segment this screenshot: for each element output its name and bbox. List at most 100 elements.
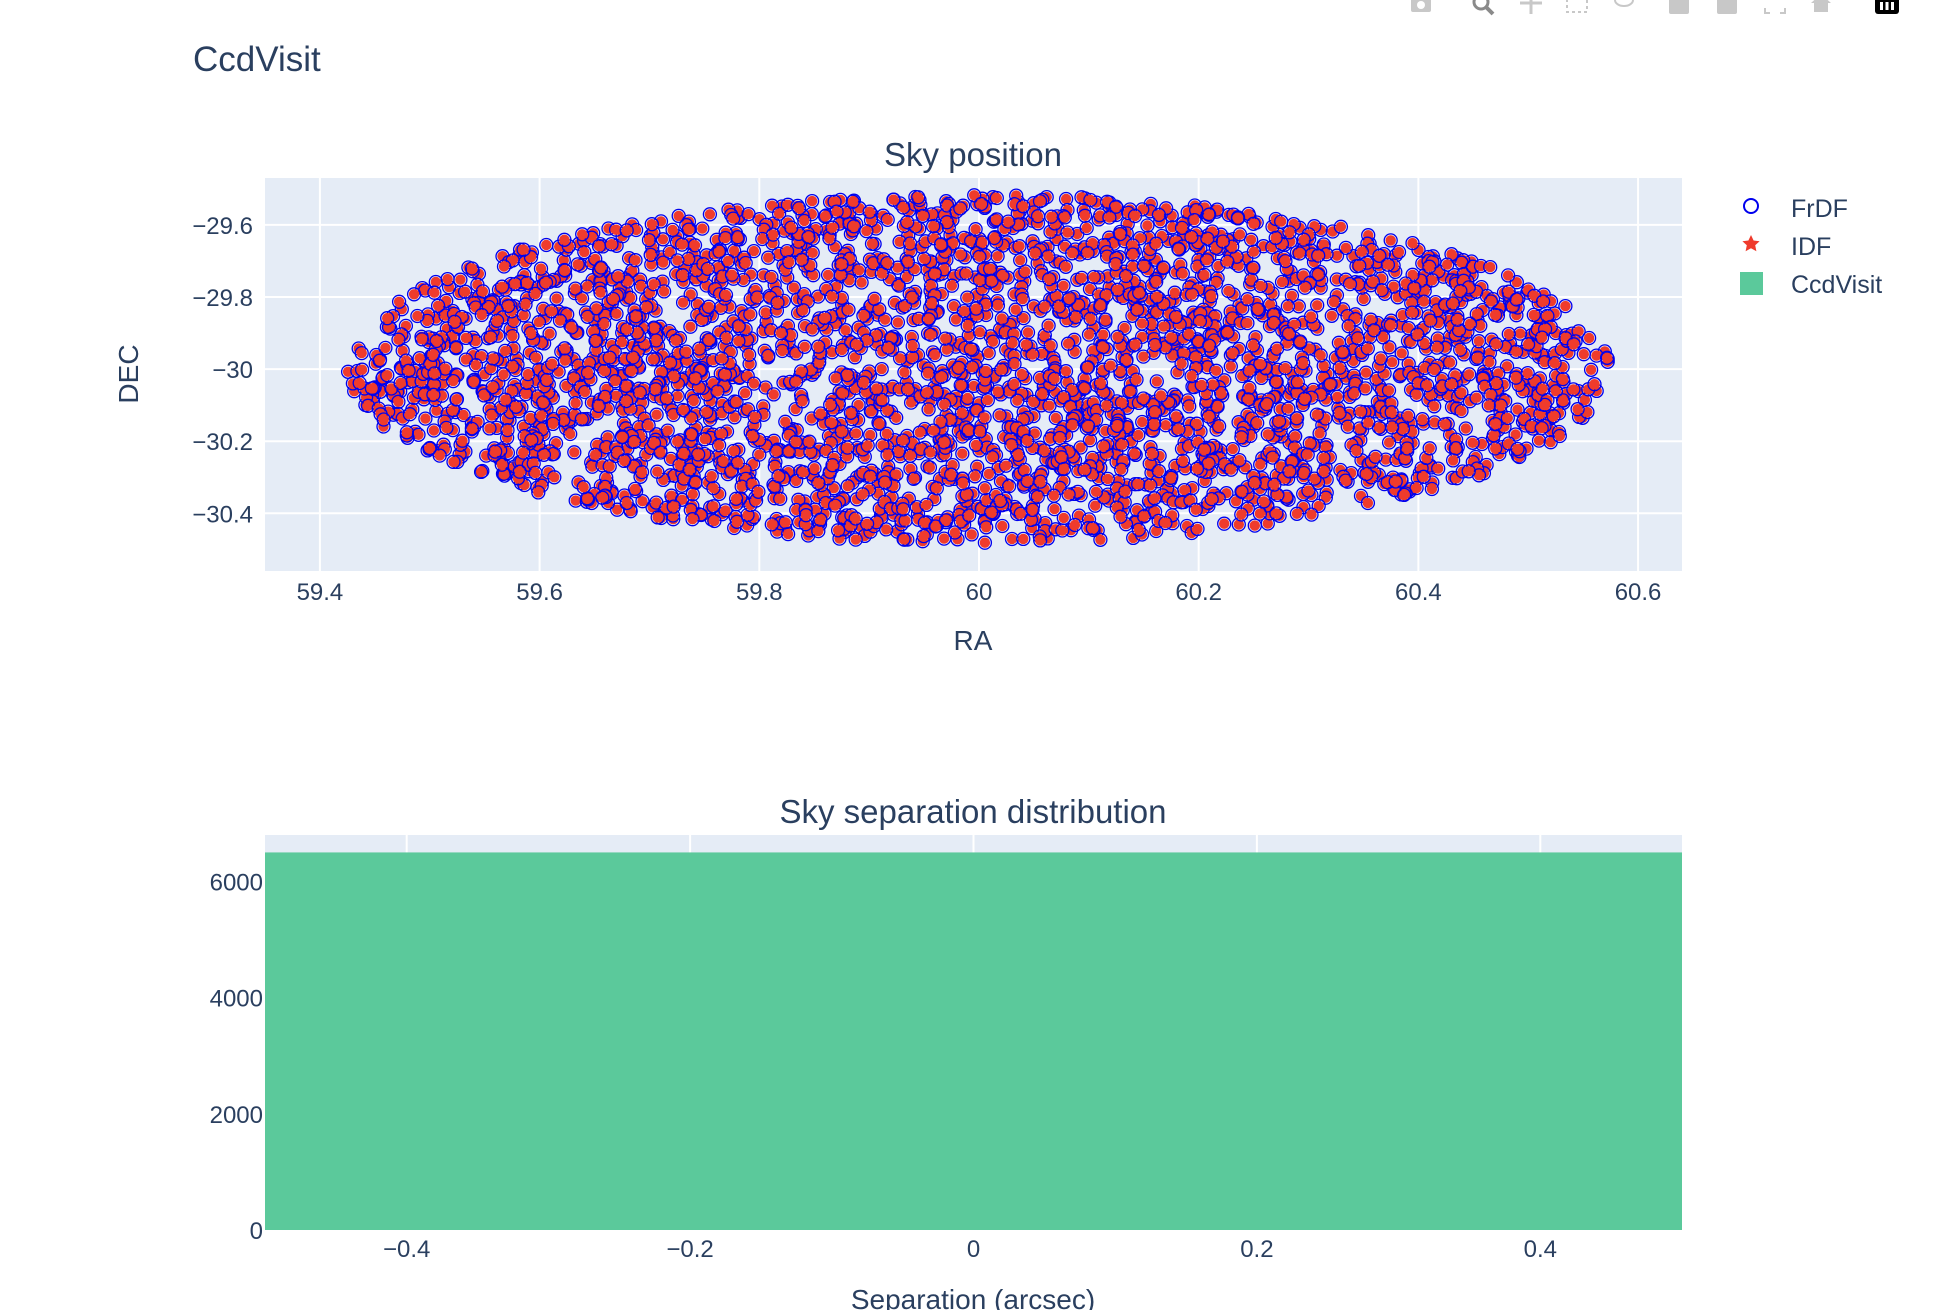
- idf-point: [1072, 228, 1083, 240]
- idf-point: [893, 280, 904, 291]
- frdf-point: [1499, 359, 1515, 374]
- idf-point: [965, 236, 977, 247]
- frdf-point: [972, 424, 988, 439]
- frdf-point: [900, 382, 916, 397]
- idf-point: [881, 428, 892, 439]
- idf-point: [808, 270, 819, 281]
- idf-point: [420, 413, 431, 424]
- idf-point: [599, 391, 611, 403]
- idf-point: [616, 337, 628, 348]
- frdf-point: [406, 287, 422, 302]
- idf-point: [842, 481, 853, 492]
- idf-point: [1237, 370, 1248, 382]
- idf-point: [1488, 430, 1499, 441]
- frdf-point: [743, 307, 758, 322]
- frdf-point: [523, 250, 539, 265]
- idf-point: [828, 483, 839, 494]
- frdf-point: [955, 446, 970, 461]
- idf-point: [1248, 246, 1260, 257]
- idf-point: [525, 412, 536, 424]
- frdf-point: [1147, 491, 1162, 506]
- idf-point: [1149, 493, 1160, 504]
- frdf-point: [676, 446, 691, 461]
- idf-point: [1331, 250, 1343, 261]
- idf-point: [1095, 534, 1106, 545]
- idf-point: [1360, 367, 1372, 378]
- frdf-point: [968, 437, 984, 453]
- idf-point: [1032, 258, 1043, 269]
- idf-point: [1085, 194, 1096, 206]
- frdf-point: [1213, 385, 1229, 401]
- frdf-point: [716, 453, 731, 469]
- frdf-point: [1356, 291, 1371, 307]
- idf-point: [766, 325, 777, 336]
- idf-point: [892, 317, 904, 328]
- sky-position-subplot[interactable]: 59.4 59.6 59.8 60 60.2 60.4 60.6 −29.6−29.8−30…: [113, 136, 1682, 656]
- idf-point: [853, 399, 864, 411]
- idf-point: [826, 291, 838, 302]
- idf-point: [627, 265, 638, 276]
- frdf-point: [993, 474, 1009, 489]
- idf-point: [431, 405, 442, 416]
- idf-point: [559, 265, 571, 276]
- idf-point: [581, 281, 593, 292]
- idf-point: [1221, 488, 1232, 499]
- idf-point: [1346, 467, 1357, 479]
- idf-point: [1528, 309, 1540, 321]
- frdf-point: [866, 256, 881, 271]
- idf-point: [945, 414, 956, 425]
- frdf-point: [1254, 370, 1269, 386]
- frdf-point: [889, 410, 904, 425]
- idf-point: [1076, 272, 1088, 284]
- frdf-point: [706, 480, 721, 496]
- frdf-point: [1301, 483, 1316, 498]
- frdf-point: [684, 411, 699, 426]
- idf-point: [1176, 358, 1187, 369]
- idf-point: [1212, 401, 1223, 412]
- frdf-point: [1100, 194, 1115, 209]
- idf-point: [979, 381, 991, 392]
- idf-point: [1407, 237, 1418, 249]
- idf-point: [356, 347, 367, 359]
- frdf-point: [1156, 260, 1171, 276]
- idf-point: [455, 274, 466, 285]
- idf-point: [891, 412, 902, 423]
- frdf-point: [458, 330, 474, 346]
- idf-point: [576, 293, 588, 304]
- idf-point: [806, 413, 817, 424]
- frdf-point: [1516, 411, 1532, 427]
- idf-point: [929, 268, 940, 279]
- idf-point: [1050, 412, 1062, 424]
- idf-point: [931, 483, 942, 494]
- idf-point: [450, 342, 462, 353]
- frdf-point: [557, 263, 573, 278]
- idf-point: [408, 289, 420, 300]
- frdf-point: [455, 433, 470, 448]
- idf-point: [948, 238, 959, 249]
- idf-point: [946, 280, 958, 291]
- frdf-point: [992, 408, 1007, 423]
- frdf-point: [1416, 469, 1431, 484]
- frdf-point: [650, 464, 665, 479]
- idf-point: [1210, 311, 1221, 322]
- frdf-point: [1265, 450, 1280, 465]
- idf-point: [1397, 423, 1409, 435]
- idf-point: [899, 367, 910, 378]
- frdf-point: [890, 315, 906, 330]
- frdf-point: [796, 303, 811, 318]
- idf-point: [1485, 389, 1496, 401]
- idf-point: [1419, 285, 1430, 297]
- frdf-point: [1382, 340, 1397, 355]
- frdf-point: [1085, 520, 1100, 536]
- frdf-point: [352, 375, 367, 391]
- idf-point: [997, 520, 1008, 532]
- idf-point: [1022, 327, 1034, 338]
- idf-point: [1112, 331, 1123, 342]
- idf-point: [1314, 428, 1325, 439]
- idf-point: [731, 396, 742, 408]
- idf-point: [966, 529, 977, 540]
- idf-point: [1105, 360, 1116, 371]
- idf-point: [1210, 242, 1222, 254]
- idf-point: [881, 524, 892, 535]
- idf-point: [520, 388, 532, 400]
